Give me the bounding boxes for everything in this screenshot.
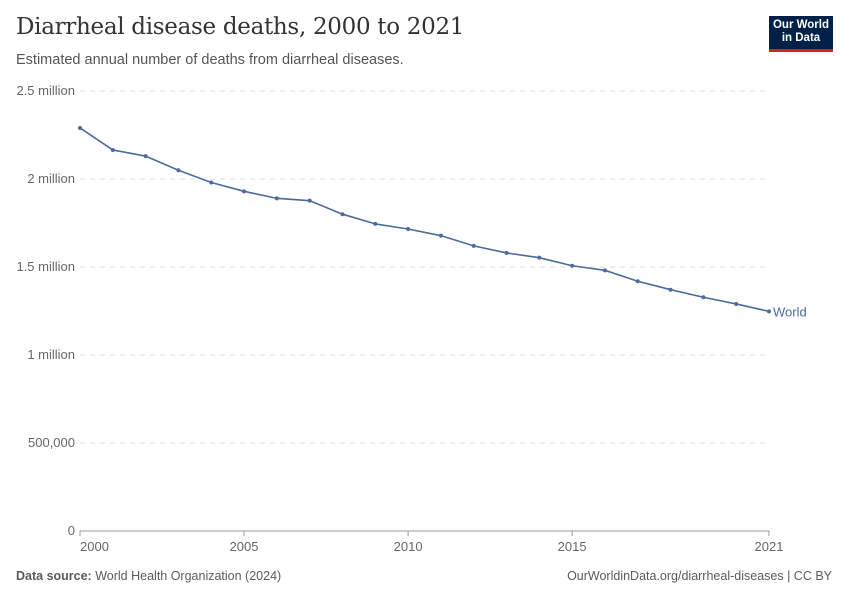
data-point [471,243,476,248]
x-tick-label: 2015 [558,539,587,554]
data-point [340,212,345,217]
data-source: Data source: World Health Organization (… [16,569,281,583]
x-tick-label: 2021 [755,539,784,554]
data-point [537,255,542,260]
data-point [701,295,706,300]
data-point [406,226,411,231]
data-point [734,301,739,306]
owid-logo[interactable]: Our World in Data [769,16,833,52]
y-tick-label: 2.5 million [16,83,75,98]
data-point [438,233,443,238]
data-point [373,221,378,226]
data-point [570,263,575,268]
x-tick-label: 2000 [80,539,109,554]
chart-title: Diarrheal disease deaths, 2000 to 2021 [16,14,465,40]
series-line-world [79,127,770,313]
y-tick-label: 2 million [27,171,75,186]
source-label: Data source: [16,569,92,583]
y-tick-label: 0 [68,523,75,538]
data-point [635,279,640,284]
data-point [78,125,82,130]
data-point [274,196,279,201]
data-point [668,287,673,292]
y-tick-label: 500,000 [28,435,75,450]
x-tick-label: 2005 [230,539,259,554]
data-point [176,168,181,173]
x-tick-label: 2010 [394,539,423,554]
data-point [242,189,247,194]
data-point [209,180,214,185]
data-point [504,250,509,255]
data-point [110,147,115,152]
source-url[interactable]: OurWorldinData.org/diarrheal-diseases | … [567,569,832,583]
data-point [307,198,312,203]
y-tick-label: 1.5 million [16,259,75,274]
data-point [143,154,148,159]
source-text[interactable]: World Health Organization (2024) [95,569,282,583]
data-point [767,309,771,314]
data-point [602,268,607,273]
series-label-world: World [773,304,807,319]
chart-subtitle: Estimated annual number of deaths from d… [16,52,404,68]
y-tick-label: 1 million [27,347,75,362]
